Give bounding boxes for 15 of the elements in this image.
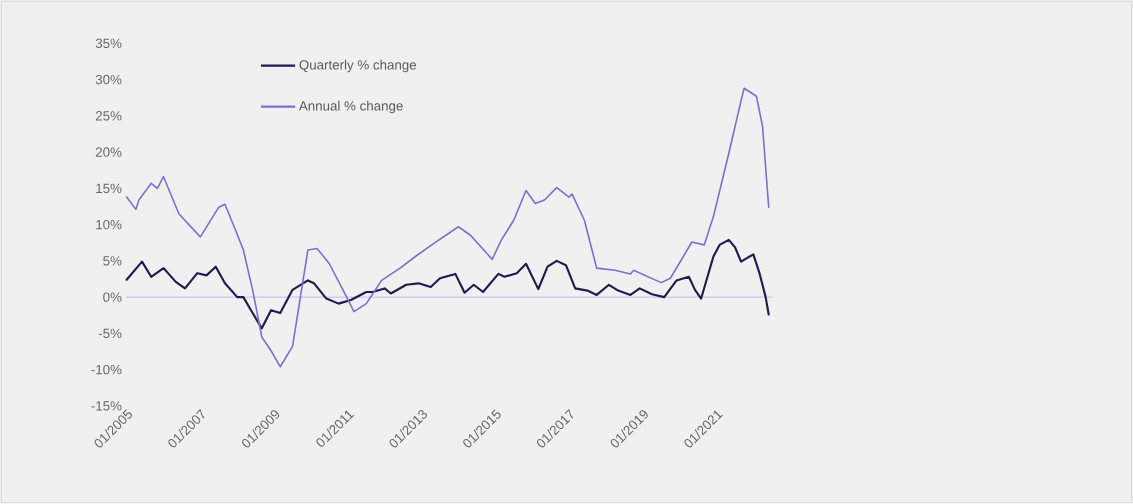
y-tick-label: 5% [103,256,122,266]
y-tick-label: -10% [91,364,122,375]
line-series [125,87,770,368]
y-tick-label: 20% [95,147,122,157]
y-tick-label: 15% [96,183,122,194]
y-tick-label: 0% [103,292,122,302]
legend-label: Annual % change [298,100,403,114]
line-series [125,238,770,330]
y-tick-label: 10% [96,219,122,230]
legend-label: Quarterly % change [299,59,417,73]
y-tick-label: -15% [91,401,122,411]
y-tick-label: -5% [98,328,122,339]
y-tick-label: 35% [95,38,122,49]
y-tick-label: 25% [95,111,122,121]
y-tick-label: 30% [95,74,122,85]
